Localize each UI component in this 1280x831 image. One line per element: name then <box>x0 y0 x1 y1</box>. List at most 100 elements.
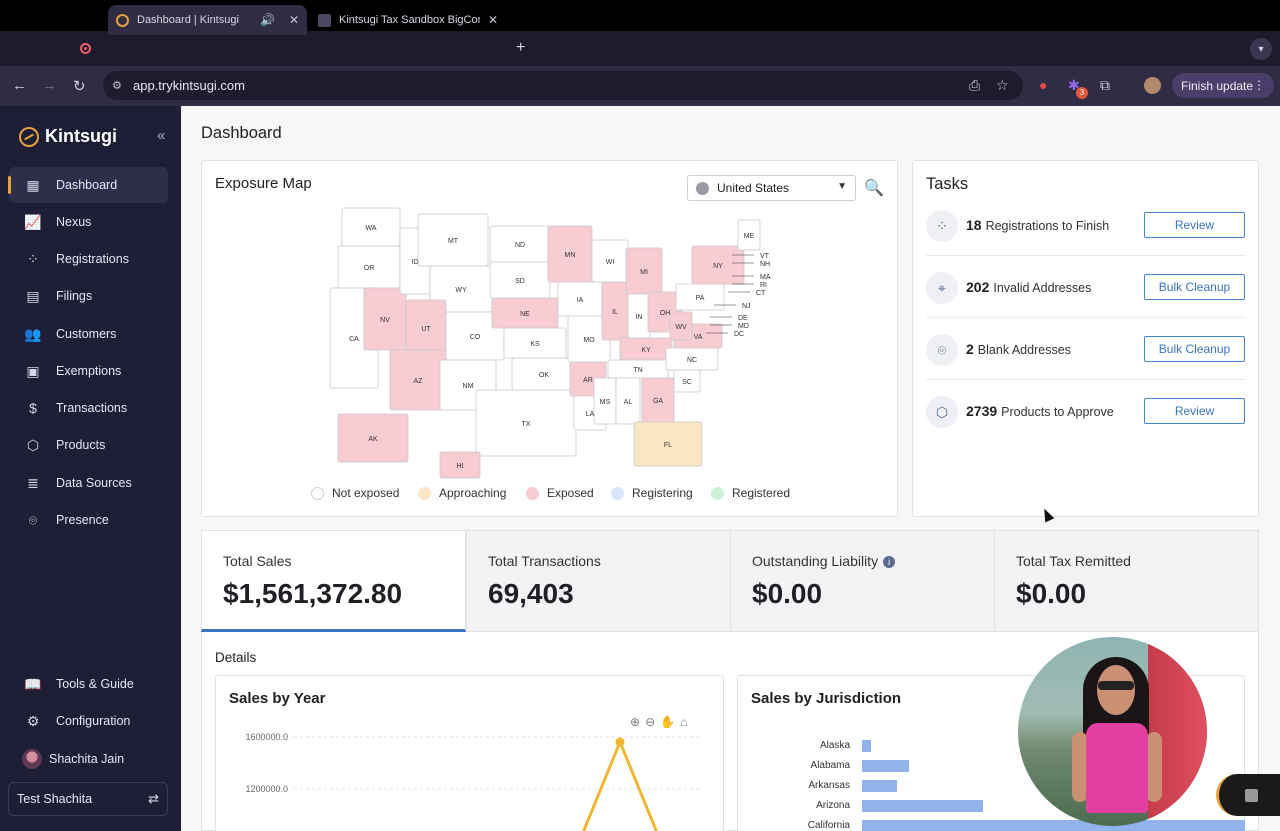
extensions-icon[interactable]: ⧉ <box>1100 77 1110 93</box>
address-bar[interactable] <box>103 71 1023 100</box>
org-switcher[interactable]: Test Shachita ⇄ <box>8 782 168 816</box>
kpi-total-transactions[interactable]: Total Transactions 69,403 <box>466 530 731 632</box>
sidebar-item-label: Data Sources <box>56 476 132 490</box>
bar[interactable] <box>862 780 897 792</box>
reload-icon[interactable]: ↻ <box>73 78 86 95</box>
sidebar-item-customers[interactable]: 👥 Customers <box>9 316 168 352</box>
dots-pattern-icon: ⁘ <box>926 210 958 242</box>
bar[interactable] <box>862 820 1245 831</box>
box-icon: ⬡ <box>26 436 40 453</box>
data-point[interactable] <box>615 737 625 747</box>
chart-toolbar: ⊕ ⊖ ✋ ⌂ <box>630 715 687 729</box>
state-label-ks: KS <box>530 341 540 348</box>
forward-icon[interactable]: → <box>42 77 57 94</box>
kpi-total-tax-remitted[interactable]: Total Tax Remitted $0.00 <box>994 530 1259 632</box>
browser-tab-bar <box>0 31 1280 66</box>
bar[interactable] <box>862 800 983 812</box>
sales-by-year-chart[interactable]: 1600000.0 1200000.0 <box>230 725 710 831</box>
speaker-icon[interactable]: 🔊 <box>259 13 275 27</box>
us-exposure-map[interactable]: WA OR CA NV ID MT WY UT AZ CO NM ND SD NE KS OK TX MN IA MO… <box>290 200 790 482</box>
url-text[interactable]: app.trykintsugi.com <box>133 78 245 93</box>
state-label-tn: TN <box>633 367 642 374</box>
profile-avatar-icon[interactable] <box>1144 77 1161 94</box>
state-al[interactable] <box>615 377 641 425</box>
y-tick-label: 1600000.0 <box>245 732 288 742</box>
pan-hand-icon[interactable]: ✋ <box>660 715 676 729</box>
state-label-ok: OK <box>539 372 549 379</box>
install-app-icon[interactable]: ⎙ <box>969 77 981 93</box>
more-vert-icon: ⋮ <box>1253 78 1265 92</box>
finish-update-button[interactable]: Finish update ⋮ <box>1172 73 1274 98</box>
state-me[interactable] <box>737 219 761 251</box>
task-label: Invalid Addresses <box>993 281 1092 295</box>
state-label-il: IL <box>612 309 618 316</box>
stop-recording-icon[interactable] <box>1245 789 1258 802</box>
back-icon[interactable]: ← <box>12 77 27 94</box>
home-icon[interactable]: ⌂ <box>680 715 688 729</box>
bar[interactable] <box>862 760 910 772</box>
legend-label: Registering <box>632 486 693 500</box>
state-label-vt: VT <box>760 253 770 260</box>
sidebar-item-dashboard[interactable]: ▦ Dashboard <box>8 167 168 203</box>
state-wv[interactable] <box>669 311 693 341</box>
kpi-label: Total Sales <box>223 553 292 569</box>
tab-dashboard[interactable]: Dashboard | Kintsugi 🔊 ✕ <box>108 5 307 35</box>
webcam-overlay <box>1018 637 1207 826</box>
info-icon[interactable]: i <box>883 556 896 568</box>
state-label-ma: MA <box>760 274 771 281</box>
state-fl[interactable] <box>633 421 703 467</box>
collapse-sidebar-icon[interactable]: « <box>157 127 166 144</box>
bookmark-star-icon[interactable]: ☆ <box>996 77 1009 93</box>
sidebar-item-configuration[interactable]: ⚙ Configuration <box>9 703 168 739</box>
person-face <box>1097 665 1135 715</box>
sidebar-item-label: Nexus <box>56 215 92 229</box>
recording-controls[interactable] <box>1216 774 1280 816</box>
sidebar-item-filings[interactable]: ▤ Filings <box>9 278 168 314</box>
review-products-button[interactable]: Review <box>1144 398 1245 424</box>
tab-search-icon[interactable]: ▾ <box>1250 38 1272 60</box>
sidebar-item-tools-guide[interactable]: 📖 Tools & Guide <box>9 666 168 702</box>
brand-name: Kintsugi <box>45 126 117 146</box>
brand-logo[interactable]: Kintsugi <box>19 126 117 147</box>
tab-sandbox[interactable]: Kintsugi Tax Sandbox BigCom ✕ <box>310 5 506 35</box>
bar[interactable] <box>862 740 871 752</box>
extension-puzzle-icon[interactable]: ✱ <box>1068 77 1080 93</box>
state-label-mi: MI <box>640 269 648 276</box>
box-icon: ⬡ <box>926 396 958 428</box>
kpi-outstanding-liability[interactable]: Outstanding Liability i $0.00 <box>730 530 995 632</box>
sidebar-item-presence[interactable]: ⌾ Presence <box>9 502 168 538</box>
task-row-registrations: ⁘ 18 Registrations to Finish Review <box>926 195 1246 256</box>
state-hi[interactable] <box>439 451 481 479</box>
legend-not-exposed: Not exposed <box>311 486 399 500</box>
review-registrations-button[interactable]: Review <box>1144 212 1245 238</box>
site-settings-icon[interactable]: ⚙ <box>112 80 122 92</box>
sidebar-item-transactions[interactable]: $ Transactions <box>9 390 168 426</box>
country-select[interactable]: United States ▼ <box>687 175 856 201</box>
kpi-total-sales[interactable]: Total Sales $1,561,372.80 <box>201 530 466 632</box>
exposure-map-title: Exposure Map <box>215 175 312 192</box>
sidebar-item-products[interactable]: ⬡ Products <box>9 427 168 463</box>
sidebar-item-data-sources[interactable]: ≣ Data Sources <box>9 465 168 501</box>
bulk-cleanup-blank-button[interactable]: Bulk Cleanup <box>1144 336 1245 362</box>
exemption-icon: ▣ <box>26 362 40 379</box>
sidebar-item-nexus[interactable]: 📈 Nexus <box>9 204 168 240</box>
zoom-in-icon[interactable]: ⊕ <box>630 715 641 729</box>
zoom-out-icon[interactable]: ⊖ <box>645 715 656 729</box>
state-label-id: ID <box>412 259 419 266</box>
zoom-search-icon[interactable]: 🔍 <box>864 180 884 197</box>
state-ak[interactable] <box>337 413 409 463</box>
book-icon: 📖 <box>24 675 42 692</box>
kpi-label: Total Transactions <box>488 553 601 569</box>
sidebar-item-registrations[interactable]: ⁘ Registrations <box>9 241 168 277</box>
new-tab-icon[interactable]: + <box>516 39 526 56</box>
sidebar-item-exemptions[interactable]: ▣ Exemptions <box>9 353 168 389</box>
close-tab-icon[interactable]: ✕ <box>487 13 498 27</box>
user-profile[interactable]: Shachita Jain <box>22 749 124 769</box>
sidebar-item-label: Configuration <box>56 714 131 728</box>
legend-label: Registered <box>732 486 791 500</box>
bulk-cleanup-invalid-button[interactable]: Bulk Cleanup <box>1144 274 1245 300</box>
legend-registering: Registering <box>611 486 693 500</box>
extension-record-icon[interactable]: ● <box>1039 77 1048 93</box>
close-tab-icon[interactable]: ✕ <box>288 13 299 27</box>
state-ny[interactable] <box>691 245 745 285</box>
